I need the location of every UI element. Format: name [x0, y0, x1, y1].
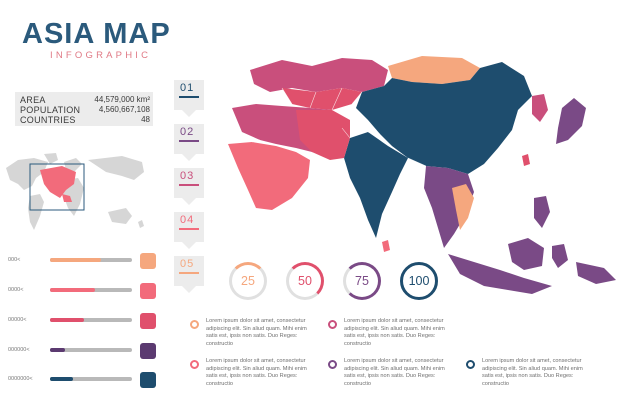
map-region-papua — [576, 262, 616, 284]
asia-highlight-islands — [62, 194, 72, 202]
percent-gauge-25: 25 — [229, 262, 267, 300]
page-subtitle: INFOGRAPHIC — [50, 50, 152, 61]
bar-swatch — [140, 372, 156, 388]
bar-legend-panel: 000< 0000< 00000< 000000< 0000000< — [0, 248, 170, 393]
legend-dot — [328, 360, 337, 369]
bar-fill — [50, 377, 73, 381]
bar-fill — [50, 348, 65, 352]
bar-track — [50, 318, 132, 322]
legend-text: Lorem ipsum dolor sit amet, consectetur … — [344, 318, 445, 347]
legend-item: Lorem ipsum dolor sit amet, consectetur … — [466, 358, 596, 388]
stat-value: 44,579,000 km² — [94, 95, 150, 104]
map-region-indonesia — [448, 254, 552, 294]
bar-label: 0000000< — [8, 376, 33, 382]
region-tag: 03 — [174, 168, 204, 205]
stat-label: POPULATION — [20, 105, 81, 115]
legend-dot — [190, 360, 199, 369]
map-region-japan — [556, 98, 586, 144]
map-region-iran — [296, 110, 350, 160]
map-region-thailand — [452, 184, 474, 230]
stat-label: COUNTRIES — [20, 115, 76, 125]
stats-panel: AREA 44,579,000 km² POPULATION 4,560,667… — [15, 92, 153, 126]
region-tag: 05 — [174, 256, 204, 293]
map-region-borneo — [508, 238, 544, 270]
tag-underline — [179, 140, 199, 142]
bar-fill — [50, 288, 96, 292]
legend-text: Lorem ipsum dolor sit amet, consectetur … — [482, 358, 583, 387]
gauge-value: 75 — [355, 274, 369, 288]
world-continents — [6, 153, 144, 230]
percent-gauge-75: 75 — [343, 262, 381, 300]
legend-text: Lorem ipsum dolor sit amet, consectetur … — [206, 358, 307, 387]
map-region-north — [250, 58, 388, 92]
legend-item: Lorem ipsum dolor sit amet, consectetur … — [328, 318, 458, 348]
map-region-china — [356, 62, 532, 174]
bar-track — [50, 377, 132, 381]
bar-label: 000000< — [8, 347, 30, 353]
page-title: ASIA MAP — [22, 18, 171, 50]
map-region-sri-lanka — [382, 240, 390, 252]
world-locator-map — [6, 153, 144, 230]
tag-number: 02 — [180, 126, 195, 138]
legend-dot — [190, 320, 199, 329]
bar-track — [50, 348, 132, 352]
map-region-korea — [532, 94, 548, 122]
map-region-central — [282, 88, 362, 110]
tag-underline — [179, 228, 199, 230]
tag-number: 01 — [180, 82, 195, 94]
bar-track — [50, 258, 132, 262]
bar-label: 00000< — [8, 317, 27, 323]
stat-row-countries: COUNTRIES 48 — [20, 115, 150, 126]
stat-row-population: POPULATION 4,560,667,108 — [20, 105, 150, 116]
map-region-india — [344, 132, 408, 238]
map-region-mongolia — [388, 56, 480, 84]
legend-item: Lorem ipsum dolor sit amet, consectetur … — [328, 358, 458, 388]
tag-underline — [179, 96, 199, 98]
bar-track — [50, 288, 132, 292]
tag-underline — [179, 184, 199, 186]
legend-dot — [328, 320, 337, 329]
bar-swatch — [140, 253, 156, 269]
bar-swatch — [140, 343, 156, 359]
region-tag: 01 — [174, 80, 204, 117]
region-tag: 04 — [174, 212, 204, 249]
asia-map — [228, 56, 616, 294]
map-region-arabia — [228, 142, 310, 210]
tag-number: 05 — [180, 258, 195, 270]
legend-text: Lorem ipsum dolor sit amet, consectetur … — [206, 318, 307, 347]
stat-label: AREA — [20, 95, 46, 105]
map-borders — [251, 87, 427, 167]
gauge-value: 100 — [408, 274, 430, 288]
stat-row-area: AREA 44,579,000 km² — [20, 95, 150, 106]
gauge-value: 25 — [241, 274, 255, 288]
map-region-taiwan — [522, 154, 530, 166]
asia-highlight-shape — [40, 166, 76, 198]
region-tag: 02 — [174, 124, 204, 161]
bar-label: 000< — [8, 257, 21, 263]
bar-fill — [50, 318, 85, 322]
map-region-sulawesi — [552, 244, 568, 268]
asia-highlight-box — [29, 163, 85, 211]
legend-item: Lorem ipsum dolor sit amet, consectetur … — [190, 358, 320, 388]
percent-gauge-100: 100 — [400, 262, 438, 300]
legend-text: Lorem ipsum dolor sit amet, consectetur … — [344, 358, 445, 387]
tag-number: 03 — [180, 170, 195, 182]
legend-dot — [466, 360, 475, 369]
tag-underline — [179, 272, 199, 274]
bar-label: 0000< — [8, 287, 24, 293]
stat-value: 4,560,667,108 — [98, 105, 150, 114]
bar-fill — [50, 258, 101, 262]
bar-swatch — [140, 313, 156, 329]
bar-swatch — [140, 283, 156, 299]
tag-number: 04 — [180, 214, 195, 226]
legend-item: Lorem ipsum dolor sit amet, consectetur … — [190, 318, 320, 348]
percent-gauge-50: 50 — [286, 262, 324, 300]
stat-value: 48 — [141, 115, 150, 124]
gauge-value: 50 — [298, 274, 312, 288]
map-region-philippines — [534, 196, 550, 228]
